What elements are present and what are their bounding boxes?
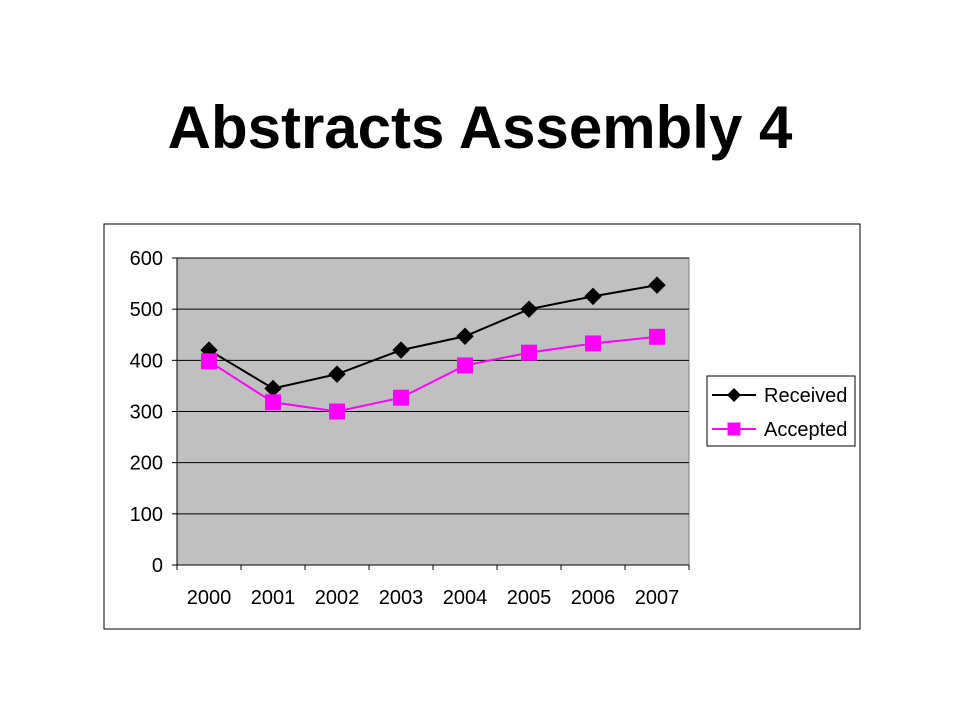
data-point-received — [456, 327, 474, 345]
x-tick-label: 2005 — [507, 587, 552, 609]
data-point-accepted — [393, 389, 409, 406]
data-point-accepted — [521, 344, 537, 361]
page-title: Abstracts Assembly 4 — [167, 94, 793, 161]
data-point-received — [520, 300, 538, 318]
data-point-accepted — [201, 353, 217, 370]
x-tick-label: 2002 — [315, 587, 360, 609]
x-tick-label: 2007 — [635, 587, 680, 609]
y-tick-label: 600 — [130, 248, 163, 270]
data-point-accepted — [585, 335, 601, 352]
legend-marker-accepted — [727, 422, 741, 436]
data-point-accepted — [649, 328, 665, 345]
legend-marker-received — [727, 388, 741, 402]
data-point-accepted — [329, 403, 345, 420]
y-tick-label: 0 — [152, 555, 163, 577]
data-point-accepted — [457, 357, 473, 374]
series-line-received — [208, 284, 658, 390]
y-tick-label: 300 — [130, 402, 163, 424]
x-tick-label: 2001 — [251, 587, 296, 609]
x-tick-label: 2004 — [443, 587, 488, 609]
y-axis: 0 100 200 300 400 500 600 — [130, 248, 177, 577]
y-tick-label: 200 — [130, 453, 163, 475]
legend-label-received: Received — [764, 385, 847, 407]
data-point-received — [648, 276, 666, 294]
series-line-accepted — [208, 335, 658, 413]
series-layer — [200, 276, 666, 420]
x-tick-label: 2006 — [571, 587, 616, 609]
gridlines — [177, 257, 689, 515]
data-point-received — [392, 341, 410, 359]
data-point-accepted — [265, 394, 281, 411]
data-point-received — [584, 287, 602, 306]
x-tick-label: 2000 — [187, 587, 232, 609]
y-tick-label: 100 — [130, 504, 163, 526]
x-tick-label: 2003 — [379, 587, 424, 609]
data-point-received — [328, 365, 346, 383]
legend-label-accepted: Accepted — [764, 419, 847, 441]
y-tick-label: 500 — [130, 299, 163, 321]
x-axis: 2000 2001 2002 2003 2004 2005 2006 2007 — [176, 565, 690, 609]
y-tick-label: 400 — [130, 350, 163, 372]
legend: Received Accepted — [706, 375, 856, 447]
